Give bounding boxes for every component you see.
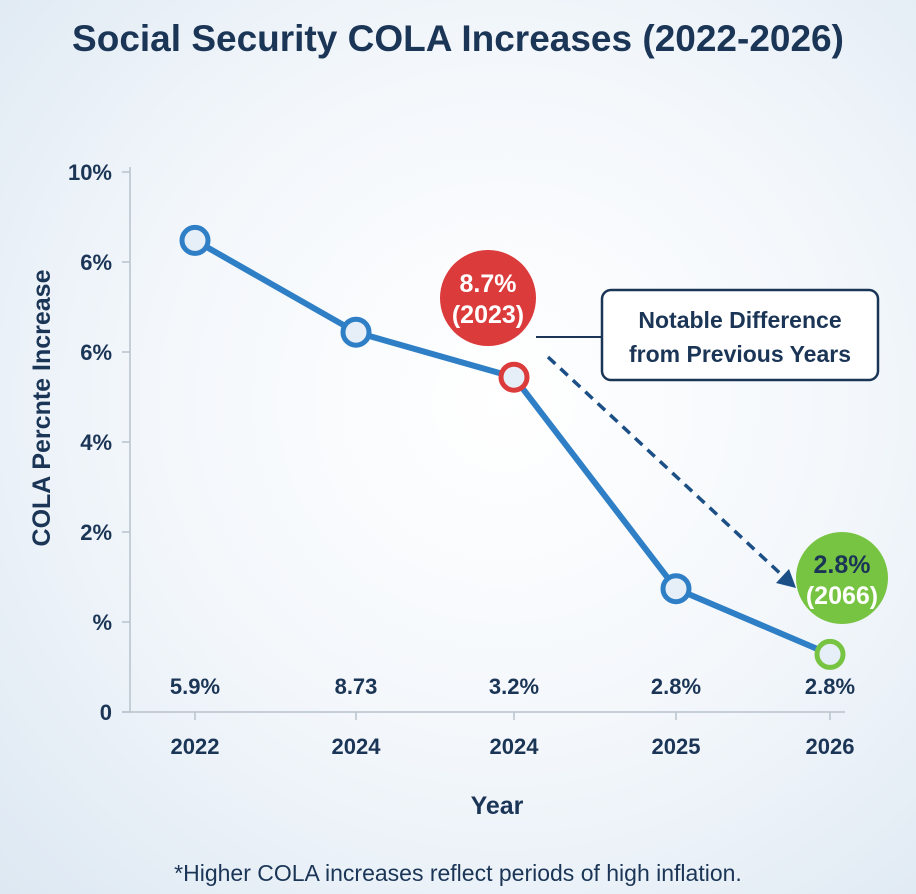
- red-bubble-year: (2023): [452, 301, 524, 329]
- x-tick-label: 2022: [171, 734, 220, 759]
- data-label: 2.8%: [805, 674, 855, 699]
- y-tick-label: 0: [100, 700, 112, 725]
- callout-box: [600, 288, 880, 382]
- y-tick-label: 10%: [68, 160, 112, 185]
- x-tick-label: 2024: [332, 734, 382, 759]
- red-bubble-value: 8.7%: [460, 270, 517, 298]
- footnote: *Higher COLA increases reflect periods o…: [174, 860, 742, 886]
- y-tick-label: 6%: [80, 250, 112, 275]
- y-tick-label: 6%: [80, 340, 112, 365]
- callout-line1: Notable Difference: [638, 307, 841, 333]
- data-label: 8.73: [335, 674, 378, 699]
- callout-line2: from Previous Years: [629, 341, 851, 367]
- chart-title: Social Security COLA Increases (2022-202…: [72, 18, 844, 59]
- data-label: 2.8%: [651, 674, 701, 699]
- data-point: [814, 638, 846, 670]
- data-point: [660, 573, 692, 605]
- data-point: [340, 316, 372, 348]
- x-tick-label: 2024: [490, 734, 540, 759]
- data-point: [498, 361, 530, 393]
- green-bubble-year: (2066): [806, 582, 878, 610]
- dashed-arrow: [546, 355, 786, 579]
- x-axis-label: Year: [471, 792, 524, 820]
- data-label: 3.2%: [489, 674, 539, 699]
- highlight-bubble-green: [796, 532, 888, 624]
- x-tick-label: 2025: [652, 734, 701, 759]
- x-tick-label: 2026: [806, 734, 855, 759]
- data-label: 5.9%: [170, 674, 220, 699]
- data-point: [179, 224, 211, 256]
- y-axis-label: COLA Percnte Increase: [28, 269, 56, 546]
- highlight-bubble-red: [440, 250, 536, 346]
- y-tick-label: 4%: [80, 430, 112, 455]
- green-bubble-value: 2.8%: [814, 551, 871, 579]
- arrow-head-icon: [776, 569, 796, 588]
- y-tick-label: %: [92, 610, 112, 635]
- y-tick-label: 2%: [80, 520, 112, 545]
